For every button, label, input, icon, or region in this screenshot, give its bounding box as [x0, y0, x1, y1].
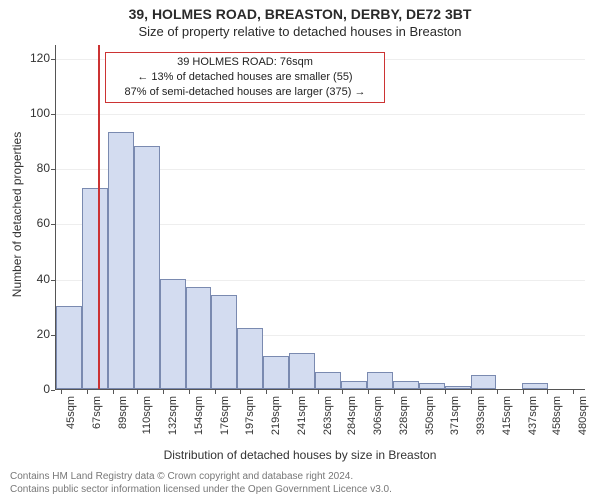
x-tick-mark [266, 390, 267, 394]
histogram-bar [134, 146, 160, 389]
x-axis-label: Distribution of detached houses by size … [0, 448, 600, 462]
histogram-bar [186, 287, 212, 389]
x-tick-label: 67sqm [91, 396, 103, 446]
annotation-line: 39 HOLMES ROAD: 76sqm [112, 55, 378, 70]
histogram-bar [160, 279, 186, 389]
x-tick-mark [113, 390, 114, 394]
histogram-bar [237, 328, 263, 389]
x-tick-mark [163, 390, 164, 394]
footer-line-1: Contains HM Land Registry data © Crown c… [10, 471, 590, 484]
x-tick-label: 437sqm [527, 396, 539, 446]
x-tick-label: 458sqm [551, 396, 563, 446]
x-tick-mark [523, 390, 524, 394]
histogram-bar [315, 372, 341, 389]
x-tick-label: 219sqm [270, 396, 282, 446]
x-tick-mark [394, 390, 395, 394]
y-tick-label: 80 [10, 161, 50, 175]
x-tick-mark [215, 390, 216, 394]
x-tick-label: 89sqm [117, 396, 129, 446]
annotation-line: 87% of semi-detached houses are larger (… [112, 85, 378, 100]
x-tick-mark [292, 390, 293, 394]
y-tick-mark [51, 390, 55, 391]
subject-marker-line [98, 45, 100, 389]
y-tick-label: 120 [10, 51, 50, 65]
x-tick-label: 480sqm [577, 396, 589, 446]
footer-line-2: Contains public sector information licen… [10, 484, 590, 497]
y-tick-mark [51, 280, 55, 281]
y-tick-mark [51, 335, 55, 336]
x-tick-mark [471, 390, 472, 394]
x-tick-mark [573, 390, 574, 394]
x-tick-mark [445, 390, 446, 394]
x-tick-mark [420, 390, 421, 394]
annotation-line: ← 13% of detached houses are smaller (55… [112, 70, 378, 85]
chart-container: 39, HOLMES ROAD, BREASTON, DERBY, DE72 3… [0, 0, 600, 500]
x-tick-mark [368, 390, 369, 394]
annotation-box: 39 HOLMES ROAD: 76sqm← 13% of detached h… [105, 52, 385, 103]
y-tick-label: 40 [10, 272, 50, 286]
x-tick-mark [318, 390, 319, 394]
histogram-bar [82, 188, 108, 389]
chart-footer: Contains HM Land Registry data © Crown c… [10, 471, 590, 496]
y-tick-mark [51, 59, 55, 60]
x-tick-mark [547, 390, 548, 394]
x-tick-label: 132sqm [167, 396, 179, 446]
x-tick-label: 371sqm [449, 396, 461, 446]
histogram-bar [471, 375, 497, 389]
x-tick-label: 328sqm [398, 396, 410, 446]
x-tick-mark [61, 390, 62, 394]
y-tick-label: 100 [10, 106, 50, 120]
histogram-bar [367, 372, 393, 389]
chart-title-sub: Size of property relative to detached ho… [0, 24, 600, 39]
x-tick-mark [240, 390, 241, 394]
x-tick-label: 415sqm [501, 396, 513, 446]
y-tick-mark [51, 114, 55, 115]
x-tick-mark [189, 390, 190, 394]
x-tick-label: 197sqm [244, 396, 256, 446]
x-tick-mark [137, 390, 138, 394]
y-tick-mark [51, 169, 55, 170]
histogram-bar [341, 381, 367, 389]
x-tick-label: 263sqm [322, 396, 334, 446]
histogram-bar [211, 295, 237, 389]
y-tick-mark [51, 224, 55, 225]
x-tick-label: 393sqm [475, 396, 487, 446]
x-tick-mark [87, 390, 88, 394]
gridline [56, 114, 585, 115]
histogram-bar [108, 132, 134, 389]
x-tick-label: 45sqm [65, 396, 77, 446]
x-tick-label: 241sqm [296, 396, 308, 446]
histogram-bar [56, 306, 82, 389]
x-tick-label: 176sqm [219, 396, 231, 446]
histogram-bar [419, 383, 445, 389]
histogram-bar [289, 353, 315, 389]
x-tick-label: 284sqm [346, 396, 358, 446]
x-tick-label: 110sqm [141, 396, 153, 446]
x-tick-mark [342, 390, 343, 394]
x-tick-label: 350sqm [424, 396, 436, 446]
histogram-bar [522, 383, 548, 389]
x-tick-label: 154sqm [193, 396, 205, 446]
y-tick-label: 20 [10, 327, 50, 341]
y-tick-label: 0 [10, 382, 50, 396]
x-tick-label: 306sqm [372, 396, 384, 446]
histogram-bar [445, 386, 471, 389]
histogram-bar [393, 381, 419, 389]
y-tick-label: 60 [10, 216, 50, 230]
histogram-bar [263, 356, 289, 389]
x-tick-mark [497, 390, 498, 394]
chart-title-address: 39, HOLMES ROAD, BREASTON, DERBY, DE72 3… [0, 6, 600, 22]
